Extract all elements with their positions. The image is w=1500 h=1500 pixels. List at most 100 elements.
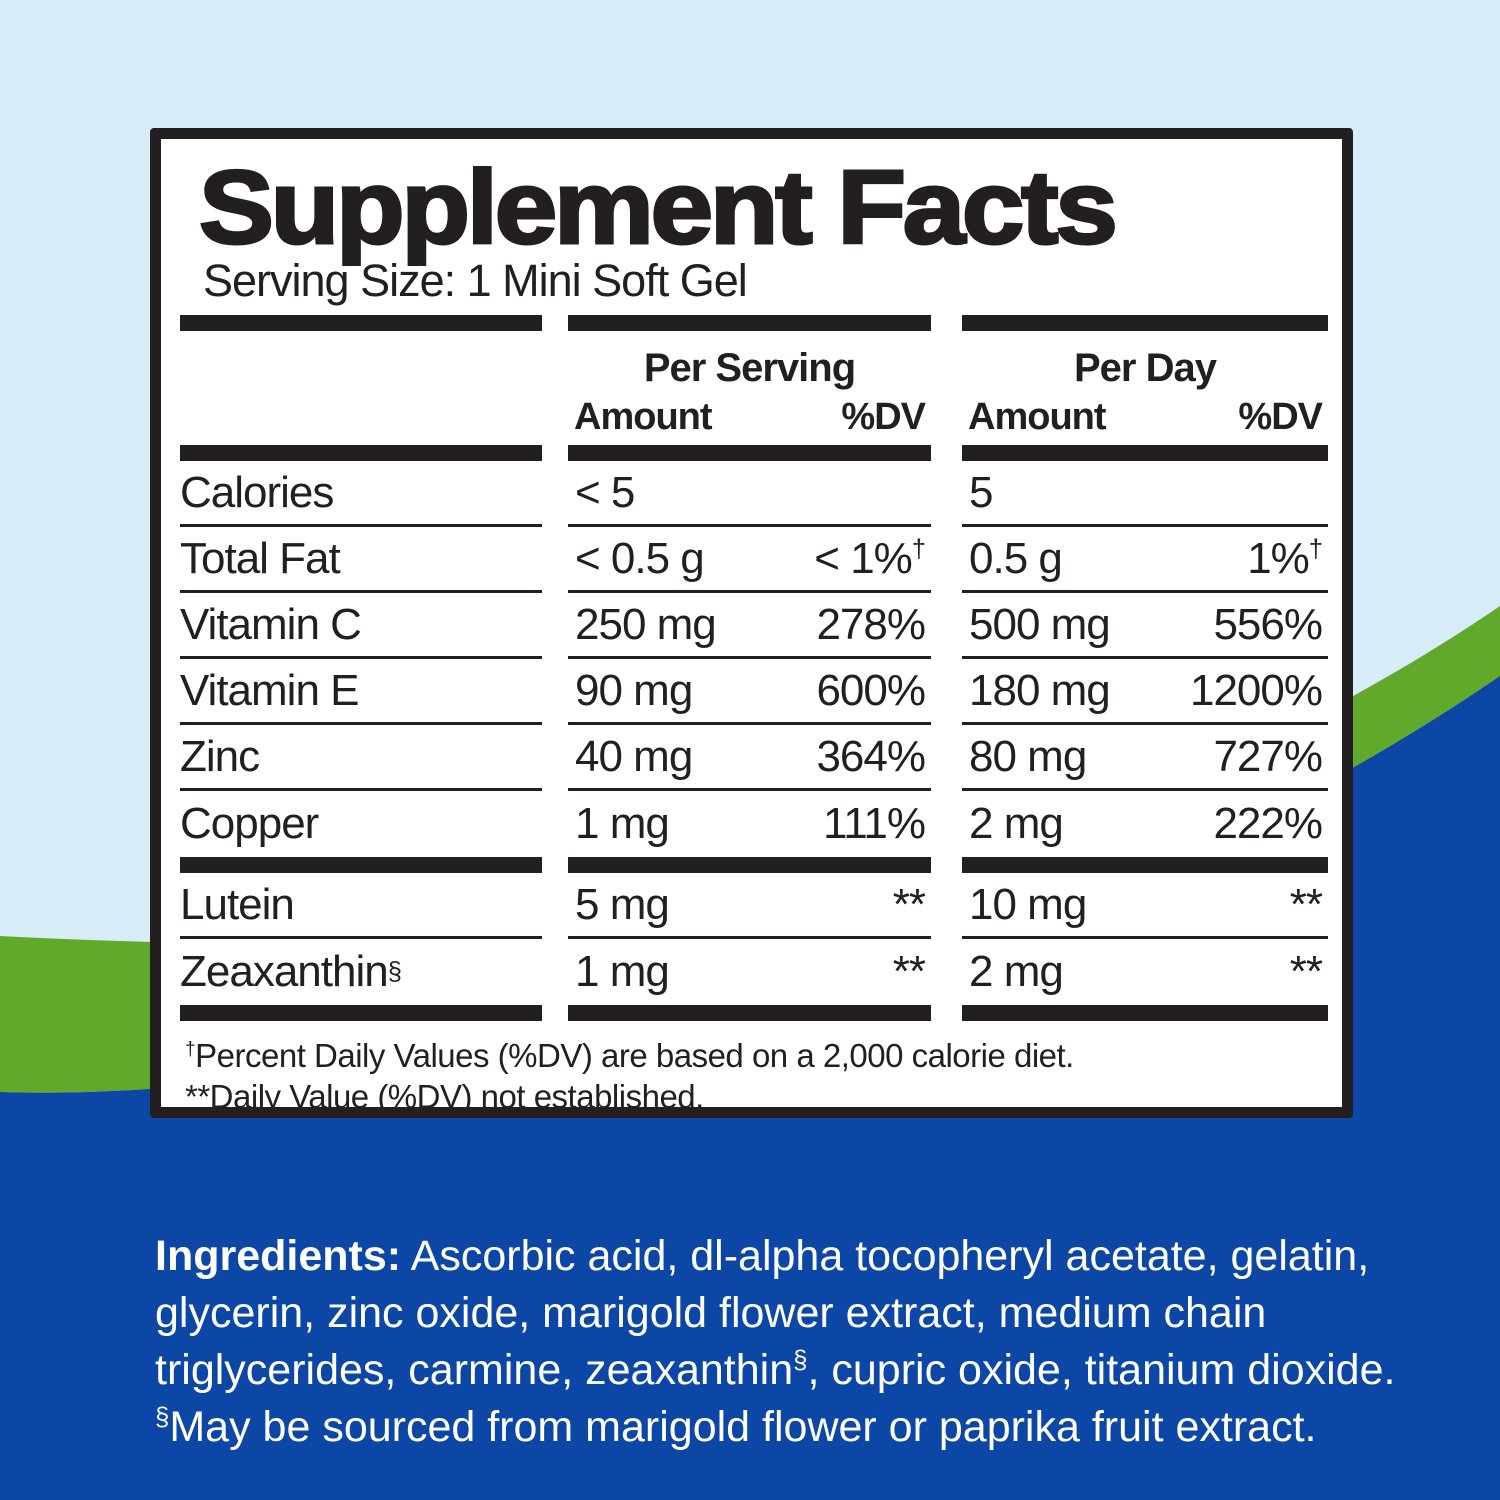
divider-bar-row [161, 1005, 1342, 1021]
amount-value: 500 mg [969, 599, 1111, 649]
ingredients-line: glycerin, zinc oxide, marigold flower ex… [155, 1289, 1267, 1337]
nutrient-name: Vitamin E [180, 659, 542, 725]
dv-value: ** [892, 879, 926, 929]
per-serving-values: 40 mg 364% [568, 725, 931, 791]
footnotes: †Percent Daily Values (%DV) are based on… [185, 1035, 1342, 1117]
column-subheader-row: Amount %DV Amount %DV [161, 391, 1342, 439]
nutrient-name: Total Fat [180, 527, 542, 593]
amount-value: 1 mg [575, 947, 670, 996]
supplement-facts-panel: Supplement Facts Serving Size: 1 Mini So… [150, 128, 1353, 1118]
dv-value: < 1%† [814, 533, 926, 583]
divider-bar [962, 857, 1328, 873]
amount-value: 1 mg [575, 799, 670, 848]
divider-bar [568, 857, 931, 873]
amount-value: 5 [969, 467, 994, 517]
dv-value: 278% [816, 599, 926, 649]
divider-bar [568, 1005, 931, 1021]
ingredients-line: §May be sourced from marigold flower or … [155, 1403, 1317, 1451]
dv-value: ** [1289, 879, 1323, 929]
divider-bar [568, 315, 931, 331]
amount-value: 250 mg [575, 599, 717, 649]
per-serving-header: Per Serving [643, 346, 856, 390]
table-row-calories: Calories < 5 5 [161, 461, 1342, 527]
divider-bar [962, 445, 1328, 461]
table-row-total-fat: Total Fat < 0.5 g < 1%† 0.5 g 1%† [161, 527, 1342, 593]
table-row-zeaxanthin: Zeaxanthin § 1 mg ** 2 mg ** [161, 939, 1342, 1005]
amount-value: 0.5 g [969, 533, 1063, 583]
per-day-values: 2 mg ** [962, 939, 1328, 1005]
dv-value: 1%† [1247, 533, 1323, 583]
dv-value: 1200% [1189, 665, 1323, 715]
per-serving-subheaders: Amount %DV [568, 391, 931, 439]
per-day-values: 10 mg ** [962, 873, 1328, 939]
amount-value: 90 mg [575, 665, 693, 715]
facts-table: Per Serving Per Day Amount %DV Amount %D… [161, 315, 1342, 1117]
divider-bar [962, 315, 1328, 331]
per-serving-values: < 5 [568, 461, 931, 527]
dv-value: 556% [1213, 599, 1323, 649]
column-group-header-row: Per Serving Per Day [161, 339, 1342, 391]
per-serving-values: 5 mg ** [568, 873, 931, 939]
per-serving-values: < 0.5 g < 1%† [568, 527, 931, 593]
per-serving-values: 90 mg 600% [568, 659, 931, 725]
amount-value: 180 mg [969, 665, 1111, 715]
divider-bar-row [161, 445, 1342, 461]
ingredients-text: Ingredients: Ascorbic acid, dl-alpha toc… [155, 1228, 1475, 1456]
dv-value: 364% [816, 731, 926, 781]
nutrient-name: Zeaxanthin § [180, 947, 402, 996]
table-row-copper: Copper 1 mg 111% 2 mg 222% [161, 791, 1342, 857]
amount-value: 2 mg [969, 799, 1064, 848]
table-row-lutein: Lutein 5 mg ** 10 mg ** [161, 873, 1342, 939]
amount-value: 10 mg [969, 879, 1087, 929]
panel-title: Supplement Facts [197, 149, 1119, 268]
divider-bar-row [161, 857, 1342, 873]
amount-value: < 5 [575, 467, 635, 517]
per-day-subheaders: Amount %DV [962, 391, 1328, 439]
per-day-values: 2 mg 222% [962, 791, 1328, 857]
per-serving-values: 1 mg 111% [568, 791, 931, 857]
serving-size-text: Serving Size: 1 Mini Soft Gel [203, 255, 748, 306]
divider-bar [568, 445, 931, 461]
nutrient-name: Vitamin C [180, 593, 542, 659]
table-row-vitamin-c: Vitamin C 250 mg 278% 500 mg 556% [161, 593, 1342, 659]
table-row-vitamin-e: Vitamin E 90 mg 600% 180 mg 1200% [161, 659, 1342, 725]
divider-bar [180, 1005, 542, 1021]
divider-bar [180, 315, 542, 331]
per-day-values: 500 mg 556% [962, 593, 1328, 659]
footnote-daily-values: †Percent Daily Values (%DV) are based on… [185, 1037, 1074, 1074]
nutrient-name: Calories [180, 461, 542, 527]
amount-header: Amount [968, 396, 1107, 438]
amount-value: < 0.5 g [575, 533, 705, 583]
per-serving-values: 1 mg ** [568, 939, 931, 1005]
nutrient-name: Zinc [180, 725, 542, 791]
amount-value: 40 mg [575, 731, 693, 781]
dv-header: %DV [1238, 396, 1323, 438]
dv-value: ** [1289, 947, 1323, 996]
table-row-zinc: Zinc 40 mg 364% 80 mg 727% [161, 725, 1342, 791]
per-day-header: Per Day [1074, 346, 1217, 390]
dv-value: 222% [1213, 799, 1323, 848]
ingredients-line: triglycerides, carmine, zeaxanthin§, cup… [155, 1346, 1396, 1394]
dv-value: 600% [816, 665, 926, 715]
per-day-values: 80 mg 727% [962, 725, 1328, 791]
ingredients-line: Ingredients: Ascorbic acid, dl-alpha toc… [155, 1232, 1370, 1280]
divider-bar [962, 1005, 1328, 1021]
divider-bar [180, 857, 542, 873]
amount-value: 80 mg [969, 731, 1087, 781]
ingredients-heading: Ingredients: [155, 1232, 402, 1280]
per-day-values: 180 mg 1200% [962, 659, 1328, 725]
nutrient-name: Copper [180, 799, 319, 848]
dv-value: ** [892, 947, 926, 996]
amount-value: 5 mg [575, 879, 670, 929]
dv-value: 727% [1213, 731, 1323, 781]
per-day-values: 0.5 g 1%† [962, 527, 1328, 593]
divider-bar [180, 445, 542, 461]
per-day-values: 5 [962, 461, 1328, 527]
per-serving-values: 250 mg 278% [568, 593, 931, 659]
amount-value: 2 mg [969, 947, 1064, 996]
divider-bar-row [161, 315, 1342, 331]
footnote-dv-not-established: **Daily Value (%DV) not established. [185, 1078, 704, 1115]
amount-header: Amount [574, 396, 713, 438]
dv-value: 111% [822, 799, 926, 848]
